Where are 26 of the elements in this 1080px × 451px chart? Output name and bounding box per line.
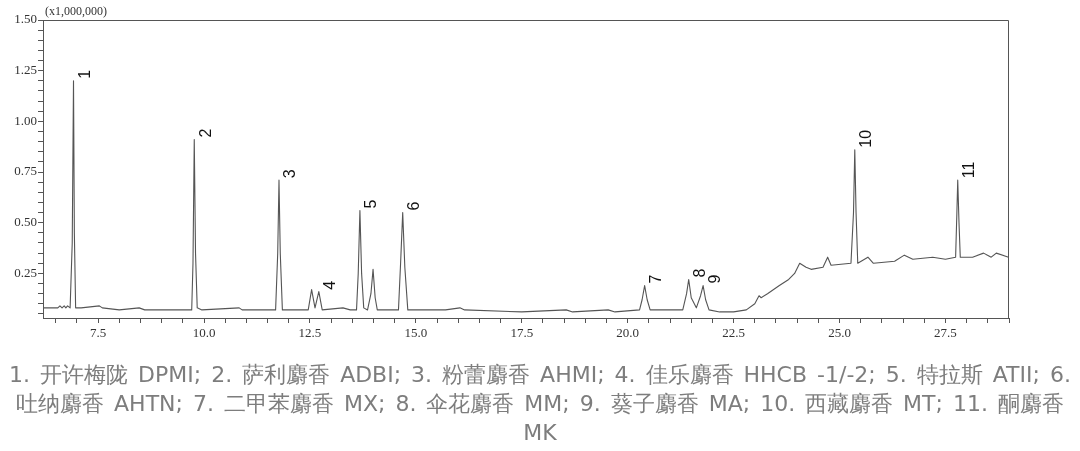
x-tick-label: 10.0 (192, 325, 216, 341)
annotation: 7 (647, 274, 665, 284)
x-tick-label: 20.0 (616, 325, 640, 341)
text: 1. 开许梅陇 DPMI; 2. 萨利麝香 ADBI; 3. 粉蕾麝香 AHMI; 4. 佳乐麝香 HHCB -1/-2; 5. 特拉斯 ATII; 6. 吐纳麝香 AHTN; 7. 二甲苯麝香 MX; 8. 伞花麝香 MM; 9. 葵子麝香 MA; 10. 西藏麝香 MT; 11. 酮麝香 MK (8, 361, 1072, 447)
x-tick-label: 17.5 (510, 325, 534, 341)
y-tick-label: 0.25 (14, 264, 37, 280)
annotation: 4 (321, 280, 339, 290)
x-tick-label: 25.0 (828, 325, 851, 341)
y-tick-label: 1.50 (14, 11, 37, 27)
y-tick-label: 0.50 (14, 214, 37, 230)
annotation: 5 (362, 199, 380, 209)
y-axis-title: (x1,000,000) (45, 4, 107, 19)
annotation: 1 (75, 69, 93, 79)
annotation: 6 (405, 201, 423, 211)
annotation: 3 (281, 169, 299, 179)
annotation: 10 (857, 129, 875, 148)
y-tick-label: 1.00 (14, 112, 37, 128)
y-tick-label: 1.25 (14, 62, 37, 78)
x-tick-label: 27.5 (934, 325, 957, 341)
x-tick-label: 22.5 (722, 325, 745, 341)
annotation: 11 (960, 161, 978, 179)
x-tick-label: 7.5 (89, 325, 107, 341)
x-tick-label: 15.0 (404, 325, 428, 341)
x-tick-label: 12.5 (298, 325, 322, 341)
annotation: 2 (196, 128, 214, 138)
y-tick-label: 0.75 (14, 163, 37, 179)
